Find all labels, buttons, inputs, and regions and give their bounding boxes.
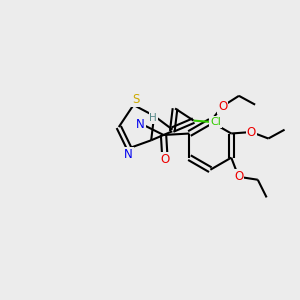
- Text: O: O: [218, 100, 227, 112]
- Text: N: N: [136, 118, 145, 130]
- Text: O: O: [160, 153, 169, 166]
- Text: N: N: [124, 148, 133, 160]
- Text: O: O: [234, 170, 243, 183]
- Text: H: H: [149, 113, 157, 123]
- Text: O: O: [247, 125, 256, 139]
- Text: Cl: Cl: [210, 117, 221, 127]
- Text: S: S: [132, 93, 140, 106]
